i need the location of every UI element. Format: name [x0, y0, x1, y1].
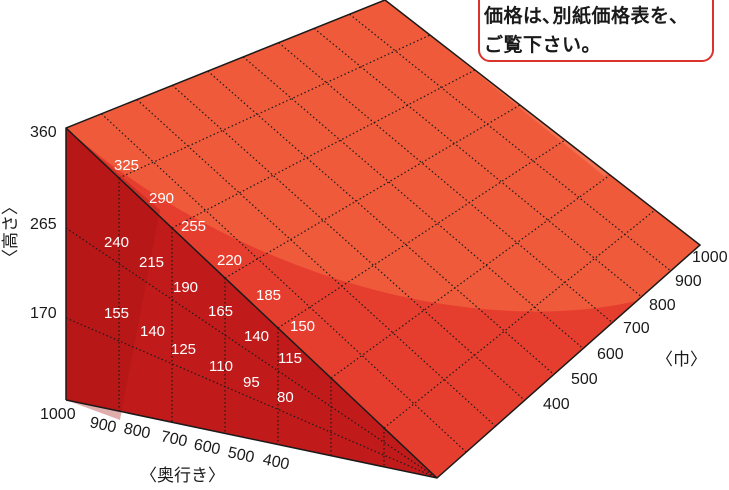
depth-tick-400: 400 — [261, 451, 291, 473]
grid-line — [349, 13, 672, 272]
height-tick-360: 360 — [30, 124, 57, 141]
side-face-shade — [66, 128, 160, 420]
value-label: 110 — [209, 358, 233, 375]
value-label: 80 — [277, 389, 294, 406]
value-label: 165 — [208, 303, 233, 320]
grid-line — [65, 227, 438, 479]
width-tick-1000: 1000 — [692, 249, 728, 266]
grid-line — [224, 104, 521, 279]
value-label: 185 — [256, 287, 281, 304]
height-tick-265: 265 — [30, 216, 57, 233]
width-tick-700: 700 — [623, 320, 650, 337]
height-axis-label: 〈高さ〉 — [1, 198, 20, 266]
grid-line — [277, 139, 566, 329]
grid-line — [242, 56, 584, 350]
value-label: 190 — [173, 279, 198, 296]
height-tick-170: 170 — [30, 305, 57, 322]
depth-tick-500: 500 — [226, 444, 256, 466]
side-value-labels: 325 290 255 220 185 150 240 215 190 165 … — [104, 157, 315, 406]
side-face-grid — [65, 178, 438, 479]
value-label: 215 — [139, 254, 164, 271]
grid-line — [278, 42, 613, 324]
width-axis-label: 〈巾〉 — [656, 350, 707, 369]
width-tick-900: 900 — [675, 273, 702, 290]
value-label: 220 — [217, 252, 242, 269]
value-label: 115 — [278, 350, 302, 367]
width-tick-800: 800 — [649, 297, 676, 314]
price-note-box — [478, 0, 714, 62]
wedge-front-edge — [65, 127, 438, 479]
grid-line — [171, 84, 526, 401]
grid-line — [313, 27, 642, 298]
value-label: 155 — [104, 305, 129, 322]
depth-tick-600: 600 — [192, 436, 222, 458]
grid-line — [136, 99, 496, 427]
depth-axis-label: 〈奥行き〉 — [140, 466, 225, 485]
value-label: 140 — [244, 328, 269, 345]
value-label: 150 — [290, 318, 315, 335]
value-label: 240 — [104, 234, 129, 251]
depth-tick-800: 800 — [122, 420, 152, 442]
depth-tick-1000: 1000 — [40, 406, 76, 423]
grid-line — [207, 70, 555, 375]
price-note-line1: 価格は､別紙価格表を､ — [484, 6, 680, 27]
value-label: 140 — [140, 323, 165, 340]
value-label: 125 — [171, 341, 196, 358]
value-label: 325 — [114, 157, 139, 174]
grid-line — [65, 317, 438, 479]
value-label: 95 — [243, 374, 260, 391]
depth-tick-900: 900 — [88, 414, 118, 436]
width-tick-500: 500 — [571, 371, 598, 388]
width-tick-400: 400 — [543, 396, 570, 413]
value-label: 255 — [181, 218, 206, 235]
depth-tick-700: 700 — [159, 428, 189, 450]
grid-line — [118, 34, 431, 179]
value-label: 290 — [149, 190, 174, 207]
width-tick-600: 600 — [597, 346, 624, 363]
grid-line — [171, 69, 476, 229]
grid-line — [330, 174, 611, 379]
wedge-outline — [65, 0, 702, 479]
grid-line — [101, 113, 467, 453]
price-note-line2: ご覧下さい。 — [484, 35, 602, 56]
top-face-grid — [101, 13, 672, 453]
